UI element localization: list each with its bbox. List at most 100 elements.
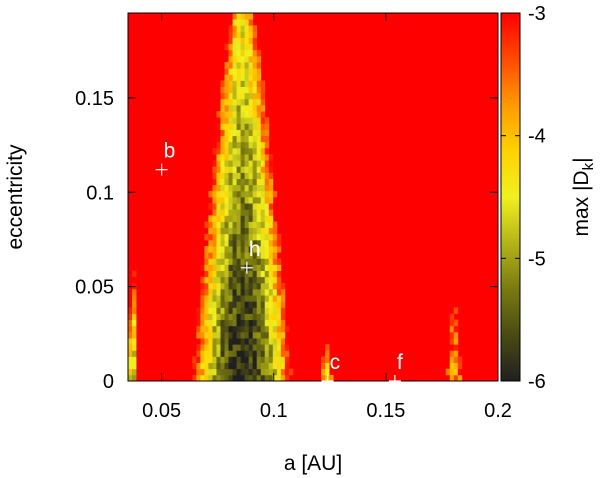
heatmap-cell	[276, 246, 282, 253]
heatmap-cell	[220, 227, 225, 235]
heatmap-cell	[208, 295, 213, 302]
heatmap-cell	[224, 307, 229, 314]
heatmap-cell	[256, 246, 262, 253]
heatmap-cell	[244, 215, 250, 222]
heatmap-cell	[204, 233, 209, 241]
heatmap-cell	[224, 295, 229, 302]
heatmap-cell	[244, 246, 250, 253]
heatmap-cell	[208, 301, 213, 308]
heatmap-cell	[232, 338, 237, 345]
heatmap-cell	[272, 276, 278, 284]
heatmap-cell	[252, 154, 258, 161]
heatmap-cell	[244, 233, 250, 241]
heatmap-cell	[128, 331, 133, 339]
heatmap-cell	[232, 227, 237, 235]
heatmap-cell	[240, 246, 246, 253]
heatmap-cell	[220, 147, 225, 155]
heatmap-cell	[264, 362, 270, 370]
heatmap-cell	[236, 37, 242, 45]
heatmap-cell	[244, 166, 250, 173]
heatmap-cell	[252, 92, 258, 100]
heatmap-cell	[204, 313, 209, 321]
heatmap-cell	[248, 325, 254, 333]
heatmap-cell	[276, 319, 282, 327]
heatmap-cell	[220, 184, 225, 192]
heatmap-cell	[248, 123, 254, 130]
heatmap-cell	[224, 172, 229, 179]
heatmap-cell	[132, 313, 137, 321]
heatmap-cell	[208, 190, 213, 198]
heatmap-cell	[228, 55, 233, 63]
heatmap-cell	[232, 307, 237, 314]
colorbar-label-end: |	[570, 157, 593, 162]
heatmap-cell	[232, 37, 237, 45]
heatmap-cell	[240, 313, 246, 321]
heatmap-cell	[268, 319, 274, 327]
heatmap-cell	[216, 166, 221, 173]
heatmap-cell	[264, 264, 270, 271]
heatmap-cell	[208, 252, 213, 259]
heatmap-cell	[220, 319, 225, 327]
heatmap-cell	[264, 258, 270, 265]
heatmap-cell	[220, 252, 225, 259]
heatmap-cell	[240, 111, 246, 118]
heatmap-cell	[240, 215, 246, 222]
heatmap-cell	[276, 356, 282, 363]
heatmap-cell	[212, 221, 217, 229]
heatmap-cell	[236, 141, 242, 149]
heatmap-cell	[252, 184, 258, 192]
heatmap-cell	[264, 301, 270, 308]
heatmap-cell	[244, 172, 250, 179]
heatmap-cell	[240, 154, 246, 161]
heatmap-cell	[264, 270, 270, 278]
heatmap-cell	[248, 129, 254, 137]
heatmap-cell	[220, 135, 225, 143]
heatmap-cell	[268, 178, 274, 186]
heatmap-cell	[220, 374, 225, 382]
heatmap-cell	[325, 362, 330, 370]
heatmap-cell	[248, 258, 254, 265]
heatmap-cell	[244, 135, 250, 143]
heatmap-cell	[256, 270, 262, 278]
heatmap-cell	[236, 221, 242, 229]
heatmap-cell	[132, 270, 137, 278]
heatmap-cell	[248, 209, 254, 216]
heatmap-cell	[240, 68, 246, 75]
heatmap-cell	[220, 289, 225, 296]
heatmap-cell	[204, 319, 209, 327]
heatmap-cell	[232, 74, 237, 81]
heatmap-cell	[204, 325, 209, 333]
heatmap-cell	[232, 209, 237, 216]
heatmap-cell	[240, 19, 246, 26]
heatmap-cell	[204, 344, 209, 351]
heatmap-cell	[248, 344, 254, 351]
heatmap-cell	[224, 221, 229, 229]
heatmap-cell	[256, 331, 262, 339]
heatmap-cell	[240, 338, 246, 345]
heatmap-cell	[216, 215, 221, 222]
heatmap-cell	[224, 147, 229, 155]
heatmap-cell	[228, 43, 233, 51]
heatmap-cell	[248, 215, 254, 222]
heatmap-cell	[248, 105, 254, 112]
heatmap-cell	[240, 74, 246, 81]
heatmap-cell	[280, 331, 286, 339]
heatmap-cell	[284, 338, 290, 345]
heatmap-cell	[248, 141, 254, 149]
heatmap-cell	[256, 129, 262, 137]
heatmap-cell	[224, 319, 229, 327]
heatmap-cell	[216, 368, 221, 376]
heatmap-cell	[276, 276, 282, 284]
heatmap-cell	[220, 111, 225, 118]
heatmap-cell	[236, 264, 242, 271]
heatmap-cell	[224, 233, 229, 241]
heatmap-cell	[248, 117, 254, 124]
heatmap-cell	[240, 227, 246, 235]
x-tick-label: 0.05	[142, 400, 181, 422]
heatmap-cell	[224, 331, 229, 339]
heatmap-cell	[208, 344, 213, 351]
heatmap-cell	[276, 233, 282, 241]
heatmap-cell	[280, 325, 286, 333]
heatmap-cell	[449, 374, 455, 382]
heatmap-cell	[224, 368, 229, 376]
